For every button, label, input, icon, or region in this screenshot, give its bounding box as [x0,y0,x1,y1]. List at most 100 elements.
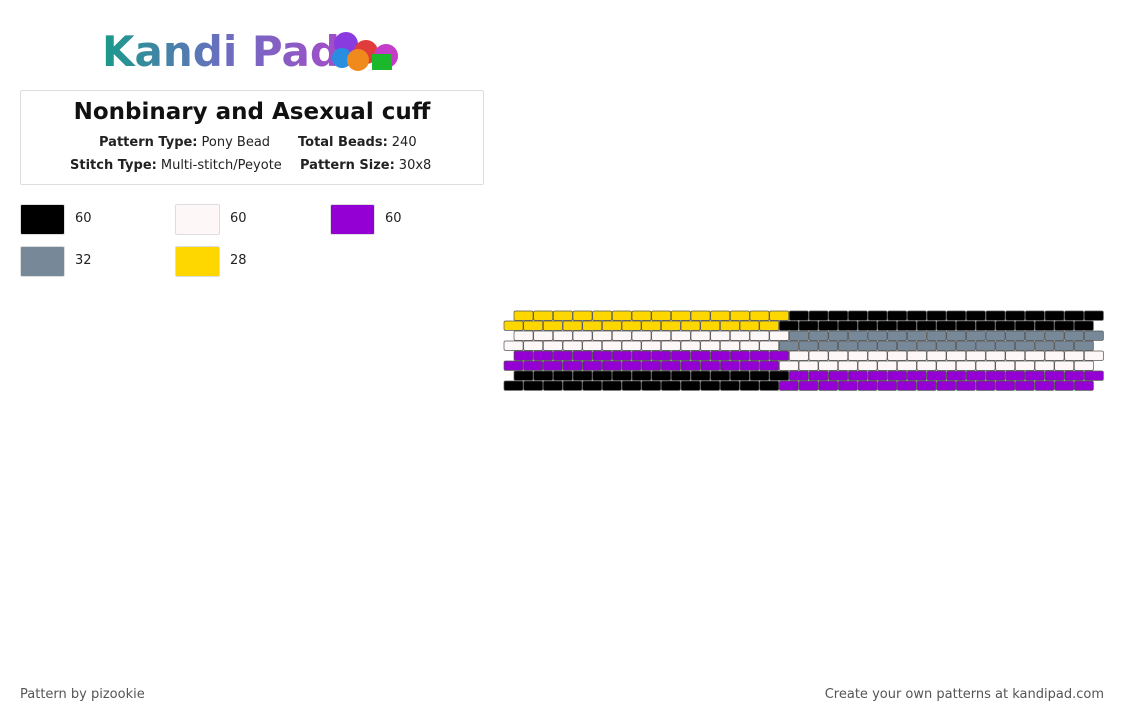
bead [955,320,976,331]
bead [1044,350,1065,361]
bead [946,370,967,381]
field-value: Multi-stitch/Peyote [160,158,282,173]
bead [798,320,819,331]
bead [1024,350,1045,361]
bead [985,310,1006,321]
bead [926,350,947,361]
bead [533,310,554,321]
bead [562,360,583,371]
bead [523,340,544,351]
bead [572,370,593,381]
bead [1064,350,1085,361]
bead [759,320,780,331]
bead [710,310,731,321]
bead [955,360,976,371]
bead [916,320,937,331]
bead [769,350,790,361]
bead [660,320,681,331]
bead [867,370,888,381]
bead [965,350,986,361]
bead [601,320,622,331]
field-value: Pony Bead [201,135,271,150]
bead [867,330,888,341]
bead [710,370,731,381]
swatch-count: 28 [230,253,247,268]
site-link[interactable]: Create your own patterns at kandipad.com [824,687,1104,702]
bead [749,310,770,321]
bead [572,310,593,321]
bead [611,370,632,381]
bead [877,380,898,391]
bead [690,330,711,341]
bead [916,340,937,351]
bead [906,370,927,381]
bead [1024,370,1045,381]
bead [601,360,622,371]
bead [847,350,868,361]
bead [877,320,898,331]
bead [1064,330,1085,341]
credit: Pattern by pizookie [20,687,145,702]
bead [788,350,809,361]
field: Stitch Type: Multi-stitch/Peyote [70,158,282,173]
bead [1034,340,1055,351]
bead [936,320,957,331]
bead [857,380,878,391]
bead [1083,330,1104,341]
bead [1054,340,1075,351]
bead [739,360,760,371]
bead [778,340,799,351]
bead [1014,340,1035,351]
bead [1034,380,1055,391]
bead [926,370,947,381]
field-label: Stitch Type: [70,158,157,173]
bead [1073,360,1094,371]
bead [877,360,898,371]
bead [818,340,839,351]
bead [513,350,534,361]
bead [837,380,858,391]
title: Nonbinary and Asexual cuff [73,99,431,125]
bead [1014,380,1035,391]
bead [690,310,711,321]
bead [719,320,740,331]
bead [660,380,681,391]
bead [680,360,701,371]
bead [778,380,799,391]
bead [601,380,622,391]
bead [660,360,681,371]
bead [651,350,672,361]
bead [700,360,721,371]
bead [857,320,878,331]
bead [631,310,652,321]
bead [533,370,554,381]
bead [975,340,996,351]
bead [739,340,760,351]
bead [592,370,613,381]
field: Pattern Type: Pony Bead [99,135,270,150]
bead [523,380,544,391]
bead [523,320,544,331]
bead [798,360,819,371]
bead [906,330,927,341]
bead [1054,360,1075,371]
bead [788,370,809,381]
field: Total Beads: 240 [298,135,417,150]
bead [926,330,947,341]
bead [739,320,760,331]
bead [552,310,573,321]
bead [631,350,652,361]
bead [749,370,770,381]
bead [1073,380,1094,391]
bead [995,360,1016,371]
bead [857,340,878,351]
bead [641,380,662,391]
bead [1044,310,1065,321]
bead [700,320,721,331]
bead [1054,320,1075,331]
bead [582,380,603,391]
bead [867,350,888,361]
bead [936,340,957,351]
bead [729,310,750,321]
